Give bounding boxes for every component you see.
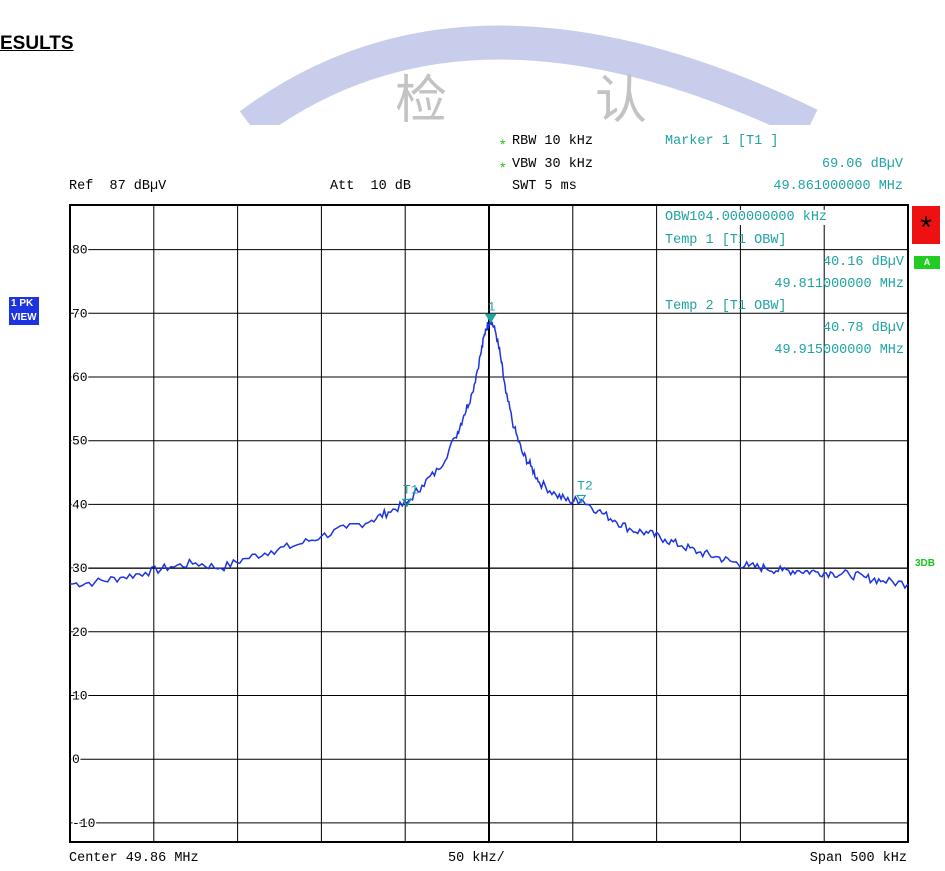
rbw-setting: RBW 10 kHz — [512, 134, 594, 149]
watermark-arc — [239, 25, 818, 125]
center-frequency: Center 49.86 MHz — [69, 851, 199, 866]
marker-label: T1 — [403, 482, 419, 497]
marker-1-triangle — [484, 313, 497, 324]
trace-view: VIEW — [11, 312, 37, 323]
section-heading: ESULTS — [0, 33, 74, 54]
sweep-time: SWT 5 ms — [512, 179, 577, 194]
y-tick-label: 50 — [72, 434, 88, 449]
obw-readout: OBW104.000000000 kHz Temp 1 [T1 OBW] 40.… — [664, 210, 906, 370]
y-tick-label: 80 — [72, 243, 88, 258]
trace-number: 1 PK — [11, 298, 34, 309]
marker-title: Marker 1 [T1 ] — [665, 134, 779, 149]
attenuation: Att 10 dB — [330, 179, 412, 194]
vbw-setting: VBW 30 kHz — [512, 157, 594, 172]
obw-value: OBW104.000000000 kHz — [665, 210, 828, 225]
markers: 1 T1 T2 — [401, 299, 593, 508]
y-tick-label: 0 — [72, 752, 80, 767]
y-tick-label: -10 — [72, 816, 95, 831]
temp1-frequency: 49.811000000 MHz — [774, 277, 904, 292]
y-tick-label: 30 — [72, 561, 88, 576]
temp2-level: 40.78 dBµV — [822, 321, 904, 336]
temp2-title: Temp 2 [T1 OBW] — [665, 299, 787, 314]
temp1-level: 40.16 dBµV — [822, 255, 904, 270]
rbw-coupling-star: * — [500, 136, 506, 152]
trace-mode-label: 1 PK VIEW — [9, 297, 39, 325]
spectrum-trace — [69, 319, 909, 590]
grid — [70, 205, 908, 842]
y-tick-labels: 80 70 60 50 40 30 20 10 0 -10 — [71, 241, 97, 832]
frequency-span: Span 500 kHz — [809, 851, 907, 866]
status-indicator-a: A — [914, 256, 940, 269]
temp1-title: Temp 1 [T1 OBW] — [665, 233, 787, 248]
temp2-frequency: 49.915000000 MHz — [774, 343, 904, 358]
vbw-coupling-star: * — [500, 159, 506, 175]
threshold-3db-label: 3DB — [915, 558, 936, 569]
marker-label: 1 — [488, 299, 496, 314]
frequency-per-division: 50 kHz/ — [448, 851, 505, 866]
y-tick-label: 60 — [72, 370, 88, 385]
marker-t2-triangle — [576, 494, 587, 504]
status-indicator-red: * — [912, 206, 940, 244]
reference-level: Ref 87 dBµV — [69, 179, 167, 194]
marker-label: T2 — [577, 478, 593, 493]
marker-level: 69.06 dBµV — [821, 157, 903, 172]
watermark-char-2: 认 — [595, 73, 647, 125]
watermark: 检 认 — [239, 25, 818, 125]
y-tick-label: 20 — [72, 625, 88, 640]
watermark-char-1: 检 — [395, 73, 447, 125]
y-tick-label: 70 — [72, 306, 88, 321]
marker-t1-triangle — [401, 498, 412, 508]
y-tick-label: 10 — [72, 688, 88, 703]
y-tick-label: 40 — [72, 497, 88, 512]
marker-frequency: 49.861000000 MHz — [773, 179, 903, 194]
